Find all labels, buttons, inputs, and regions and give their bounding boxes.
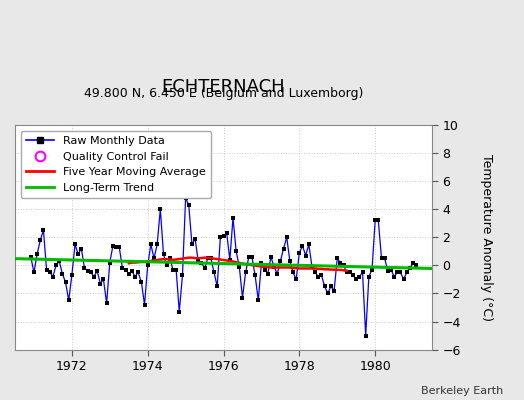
Legend: Raw Monthly Data, Quality Control Fail, Five Year Moving Average, Long-Term Tren: Raw Monthly Data, Quality Control Fail, …: [20, 130, 211, 198]
Title: 49.800 N, 6.450 E (Belgium and Luxemborg): 49.800 N, 6.450 E (Belgium and Luxemborg…: [84, 87, 363, 100]
Text: Berkeley Earth: Berkeley Earth: [421, 386, 503, 396]
Y-axis label: Temperature Anomaly (°C): Temperature Anomaly (°C): [481, 154, 493, 321]
Text: ECHTERNACH: ECHTERNACH: [162, 78, 286, 96]
